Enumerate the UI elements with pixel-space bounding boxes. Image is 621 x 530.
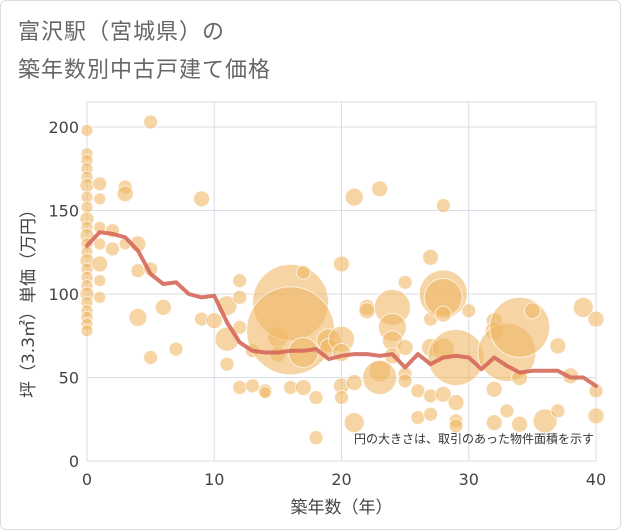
data-bubble (92, 176, 108, 192)
data-bubble (435, 198, 451, 214)
x-tick-label: 40 (586, 470, 606, 489)
chart-title-line1: 富沢駅（宮城県）の (18, 20, 226, 45)
data-bubble (410, 383, 426, 399)
data-bubble (295, 264, 311, 280)
data-bubble (587, 310, 605, 328)
data-bubble (80, 324, 94, 338)
data-bubble (308, 390, 324, 406)
y-tick-label: 0 (69, 452, 79, 471)
data-bubble (244, 378, 260, 394)
data-bubble (232, 289, 248, 305)
data-bubble (91, 255, 109, 273)
data-bubble (532, 408, 558, 434)
data-bubble (397, 373, 413, 389)
data-bubble (232, 380, 248, 396)
data-bubble (258, 386, 272, 400)
data-bubble (422, 248, 440, 266)
data-bubble (130, 263, 146, 279)
data-bubble (232, 273, 248, 289)
x-tick-label: 30 (459, 470, 479, 489)
data-bubble (396, 338, 414, 356)
y-tick-label: 150 (48, 202, 79, 221)
data-bubble (447, 394, 465, 412)
data-bubble (104, 241, 120, 257)
data-bubble (550, 403, 566, 419)
data-bubble (154, 298, 172, 316)
data-bubble (93, 274, 107, 288)
data-bubble (93, 237, 107, 251)
data-bubble (410, 410, 426, 426)
data-bubble (334, 390, 349, 406)
x-axis-label: 築年数（年） (291, 498, 393, 518)
data-bubble (549, 337, 567, 355)
data-bubble (423, 406, 439, 422)
trend-line-layer (85, 230, 598, 388)
y-tick-label: 100 (48, 285, 79, 304)
x-tick-label: 20 (331, 470, 351, 489)
data-bubble (572, 296, 594, 318)
data-bubble (116, 185, 134, 203)
data-bubble (362, 360, 398, 396)
axis-ticks: 0 10 20 30 40 0 50 100 150 200 (48, 118, 606, 489)
data-bubble (511, 415, 529, 433)
data-bubble (434, 305, 452, 323)
y-axis-label: 坪（3.3㎡）単価（万円） (19, 201, 39, 398)
data-bubble (168, 341, 184, 357)
data-bubble (499, 403, 515, 419)
data-bubble (448, 418, 464, 434)
data-bubble (79, 177, 95, 193)
data-bubble (485, 380, 503, 398)
x-tick-label: 0 (82, 470, 92, 489)
data-bubble (128, 307, 148, 327)
data-bubble (489, 296, 551, 358)
data-bubble (461, 303, 477, 319)
data-bubble (143, 349, 159, 365)
y-tick-label: 200 (48, 118, 79, 137)
x-tick-label: 10 (204, 470, 224, 489)
chart-title-line2: 築年数別中古戸建て価格 (18, 58, 272, 83)
data-bubble (397, 274, 413, 290)
data-bubble (485, 414, 503, 432)
data-bubble (523, 302, 541, 320)
data-bubble (193, 190, 211, 208)
data-bubble (205, 312, 223, 330)
data-bubble (80, 123, 94, 137)
data-bubble (358, 302, 376, 320)
bubble-size-note: 円の大きさは、取引のあった物件面積を示す (354, 431, 594, 446)
data-bubble (308, 430, 324, 446)
data-bubble (434, 385, 452, 403)
data-bubble (345, 374, 363, 392)
data-bubble (294, 379, 312, 397)
data-bubble (219, 356, 235, 372)
data-bubble (343, 412, 365, 434)
data-bubble (333, 255, 350, 273)
data-bubble (143, 114, 159, 130)
data-bubble (93, 290, 107, 304)
data-bubble (587, 407, 605, 425)
data-bubble (344, 187, 364, 207)
average-price-line (85, 230, 598, 388)
y-tick-label: 50 (59, 369, 79, 388)
data-bubble (93, 192, 107, 206)
data-bubble (371, 180, 389, 198)
